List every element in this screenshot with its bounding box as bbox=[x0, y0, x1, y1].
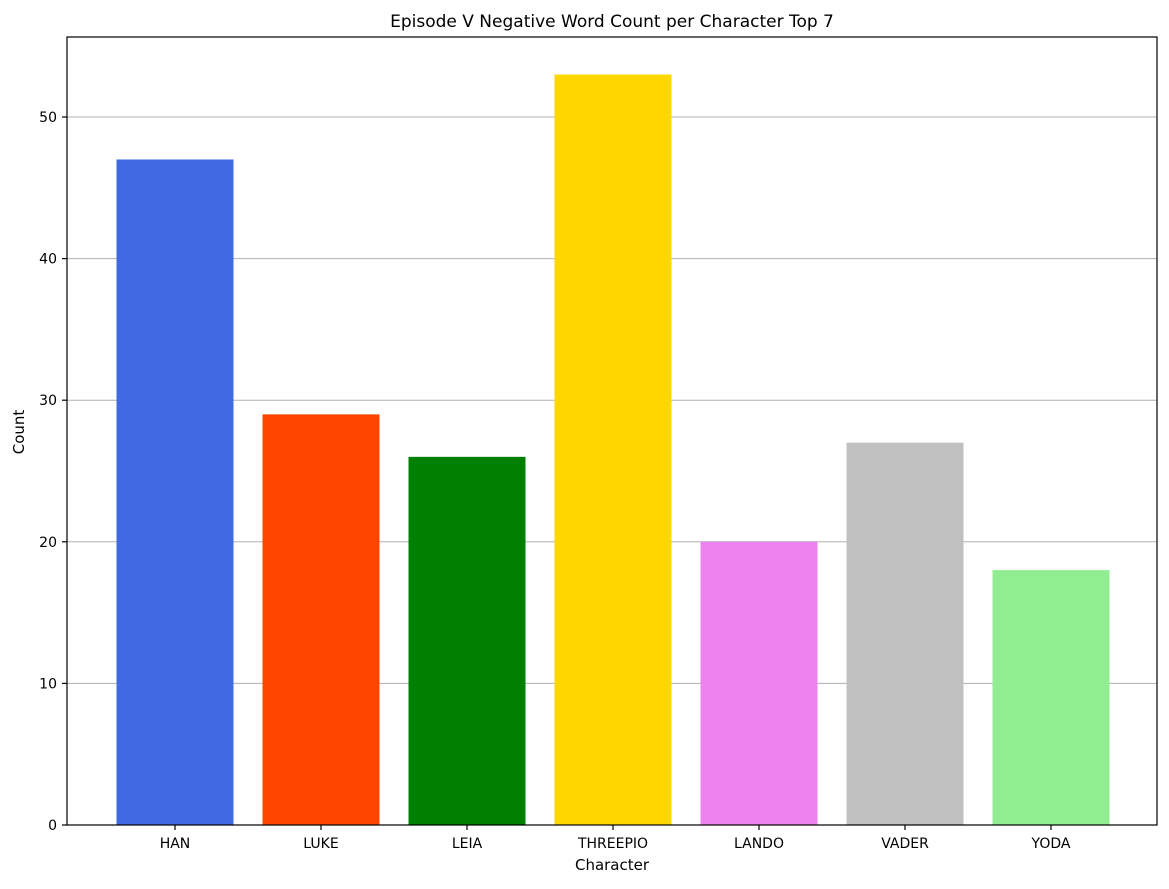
y-tick-label: 50 bbox=[39, 110, 57, 126]
bars bbox=[116, 74, 1110, 826]
bar-yoda bbox=[992, 570, 1110, 825]
y-tick-label: 10 bbox=[39, 676, 57, 692]
bar-leia bbox=[408, 456, 526, 825]
x-tick-label: YODA bbox=[1031, 836, 1071, 852]
bar-vader bbox=[846, 442, 964, 825]
x-tick-label: HAN bbox=[160, 836, 191, 852]
bar-luke bbox=[262, 414, 380, 825]
bar-threepio bbox=[554, 74, 672, 826]
y-tick-label: 40 bbox=[39, 252, 57, 268]
y-axis-label: Count bbox=[10, 410, 28, 455]
y-tick-label: 30 bbox=[39, 393, 57, 409]
x-axis-label: Character bbox=[575, 856, 650, 874]
x-tick-label: LANDO bbox=[734, 836, 784, 852]
y-axis-ticks: 0 10 20 30 40 50 bbox=[39, 110, 67, 834]
x-tick-label: THREEPIO bbox=[577, 836, 648, 852]
y-tick-label: 20 bbox=[39, 535, 57, 551]
bar-han bbox=[116, 159, 234, 825]
y-tick-label: 0 bbox=[48, 818, 57, 834]
plot-frame bbox=[66, 36, 1158, 826]
x-tick-label: VADER bbox=[881, 836, 929, 852]
x-axis-ticks: HAN LUKE LEIA THREEPIO LANDO VADER YODA bbox=[160, 825, 1071, 852]
x-tick-label: LUKE bbox=[303, 836, 338, 852]
x-tick-label: LEIA bbox=[452, 836, 483, 852]
bar-lando bbox=[700, 541, 818, 825]
chart-title: Episode V Negative Word Count per Charac… bbox=[390, 12, 834, 32]
